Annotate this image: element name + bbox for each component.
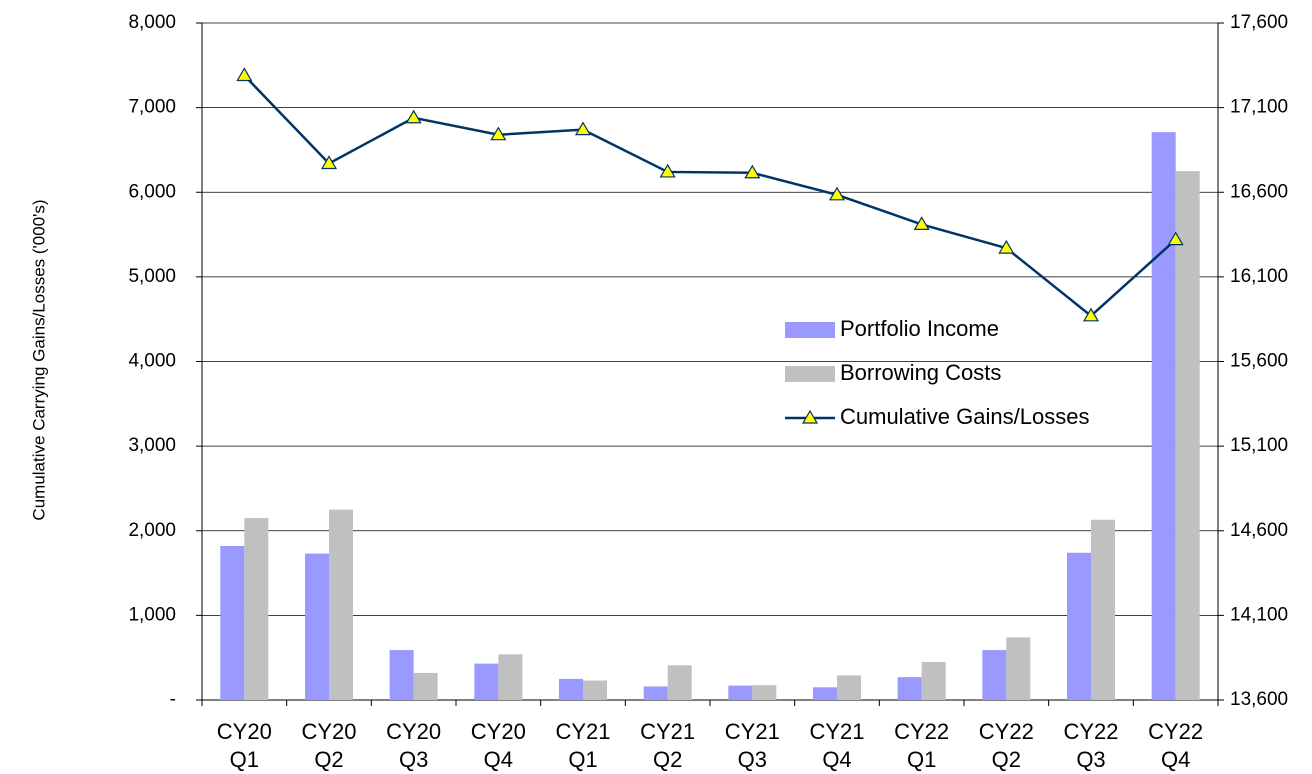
marker: [998, 239, 1015, 254]
bar: [1067, 552, 1091, 700]
bar: [813, 687, 837, 700]
bar: [1006, 637, 1031, 700]
x-tick-label: CY21 Q2: [640, 719, 696, 772]
x-tick-label: CY21 Q3: [724, 719, 780, 772]
marker: [574, 121, 592, 136]
y-tick-label: 2,000: [128, 520, 176, 541]
bar: [498, 654, 523, 700]
y2-tick-label: 15,100: [1230, 435, 1288, 456]
marker: [405, 109, 422, 124]
y-tick-label: 4,000: [128, 351, 176, 372]
bar: [1091, 519, 1115, 700]
y-tick-label: 1,000: [128, 604, 176, 625]
y-tick-label: 3,000: [128, 435, 176, 456]
bar: [837, 675, 861, 700]
x-tick-label: CY20 Q2: [301, 719, 357, 772]
y2-tick-label: 15,600: [1230, 351, 1288, 372]
x-tick-label: CY20 Q1: [216, 719, 272, 772]
bar: [667, 665, 692, 700]
y2-tick-label: 16,600: [1230, 181, 1288, 202]
y-tick-label: -: [170, 689, 176, 710]
marker: [828, 186, 846, 201]
bar: [413, 672, 438, 700]
legend-label: Borrowing Costs: [840, 360, 1001, 385]
bar: [752, 685, 777, 700]
bar: [982, 650, 1007, 700]
x-tick-label: CY21 Q1: [555, 719, 611, 772]
legend-label: Portfolio Income: [840, 316, 999, 341]
bar: [389, 650, 414, 700]
bar: [643, 686, 668, 700]
x-tick-label: CY22 Q2: [978, 719, 1034, 772]
legend-label: Cumulative Gains/Losses: [840, 404, 1089, 429]
marker: [744, 164, 761, 179]
bar: [897, 677, 922, 700]
y2-tick-label: 14,100: [1230, 604, 1288, 625]
marker: [320, 155, 338, 170]
x-tick-label: CY22 Q4: [1148, 719, 1204, 772]
y2-tick-label: 13,600: [1230, 689, 1288, 710]
y2-tick-label: 17,600: [1230, 12, 1288, 33]
marker: [490, 126, 507, 141]
y2-tick-label: 14,600: [1230, 520, 1288, 541]
y2-tick-label: 16,100: [1230, 266, 1288, 287]
bar: [474, 663, 499, 700]
bar: [583, 680, 607, 700]
y-tick-label: 8,000: [128, 12, 176, 33]
y2-tick-label: 17,100: [1230, 97, 1288, 118]
marker: [659, 163, 676, 178]
y-tick-label: 7,000: [128, 97, 176, 118]
bar: [1175, 171, 1200, 700]
y-tick-label: 5,000: [128, 266, 176, 287]
bar: [1151, 132, 1176, 700]
bar: [728, 685, 753, 700]
marker: [1167, 231, 1184, 246]
bar: [329, 509, 353, 700]
bar: [305, 553, 329, 700]
legend-swatch: [785, 322, 835, 338]
marker: [236, 67, 253, 82]
x-tick-label: CY22 Q1: [894, 719, 950, 772]
marker: [913, 216, 930, 231]
bar: [220, 545, 245, 700]
marker: [1082, 307, 1100, 322]
bar: [559, 678, 583, 700]
line: [243, 74, 1177, 318]
x-tick-label: CY20 Q3: [386, 719, 442, 772]
bar: [921, 661, 946, 700]
x-tick-label: CY22 Q3: [1063, 719, 1119, 772]
legend-marker: [801, 409, 819, 424]
bar: [244, 518, 269, 700]
x-tick-label: CY21 Q4: [809, 719, 865, 772]
y-tick-label: 6,000: [128, 181, 176, 202]
y-axis-title: Cumulative Carrying Gains/Losses ('000's…: [29, 199, 48, 520]
x-tick-label: CY20 Q4: [470, 719, 526, 772]
legend-swatch: [785, 366, 835, 382]
